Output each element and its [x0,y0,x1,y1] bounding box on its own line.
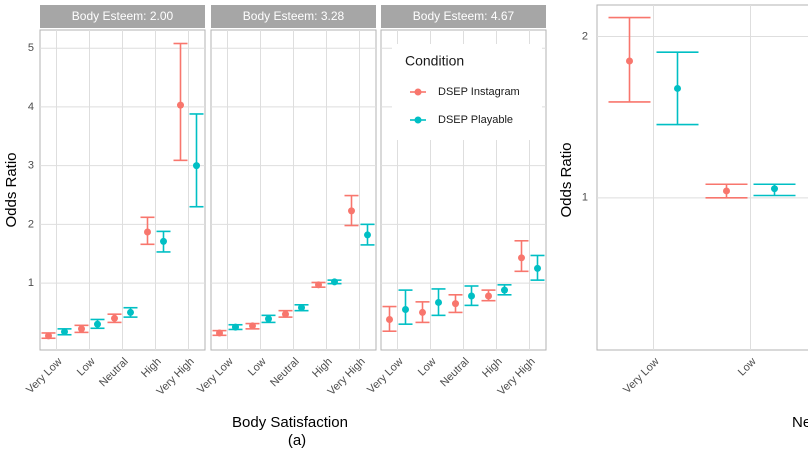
panel [596,4,808,351]
point [485,292,492,300]
x-tick-label: Very Low [24,356,65,397]
point [452,300,459,308]
point [216,329,223,337]
x-tick-label: Very Low [621,356,662,397]
y-tick-label: 5 [28,42,34,54]
point [45,332,52,340]
x-tick-label: Neutral [438,356,472,390]
y-tick-label: 4 [28,101,34,113]
point [364,231,371,239]
point [348,207,355,215]
point [771,185,778,193]
point [127,308,134,316]
point [298,304,305,312]
strip [381,5,546,28]
x-tick-label: Low [75,356,98,379]
legend-label: DSEP Instagram [438,86,520,98]
point [160,237,167,245]
point [111,314,118,322]
point [534,264,541,272]
x-tick-label: High [139,356,163,380]
point [626,57,633,65]
point [249,322,256,330]
point [674,84,681,92]
strip [211,5,376,28]
point [518,254,525,262]
y-tick-label: 1 [582,192,588,204]
x-tick-label: Low [416,356,439,379]
x-tick-label: High [480,356,504,380]
x-tick-label: Low [246,356,269,379]
point [265,315,272,323]
point [94,320,101,328]
point [61,328,68,336]
point [501,286,508,294]
x-tick-label: Low [736,356,759,379]
y-tick-label: 2 [28,218,34,230]
legend-key [414,116,422,124]
point [331,278,338,286]
point [468,292,475,300]
point [723,187,730,195]
x-axis-title: Body Satisfaction [232,414,348,431]
y-tick-label: 1 [28,277,34,289]
y-tick-label: 2 [582,30,588,42]
strip [40,5,205,28]
point [78,325,85,333]
point [193,162,200,170]
x-axis-title: Ne [792,414,808,431]
point [315,281,322,289]
point [177,101,184,109]
strip-label: Body Esteem: 4.67 [413,9,515,23]
x-tick-label: High [310,356,334,380]
y-axis-title: Odds Ratio [3,152,20,227]
caption: (a) [288,432,306,449]
point [232,323,239,331]
point [419,308,426,316]
strip-label: Body Esteem: 2.00 [72,9,174,23]
legend-key [414,88,422,96]
legend-title: Condition [405,53,464,69]
point [402,305,409,313]
x-tick-label: Neutral [97,356,131,390]
point [282,310,289,318]
point [435,298,442,306]
point [386,315,393,323]
x-tick-label: Neutral [268,356,302,390]
legend-label: DSEP Playable [438,114,513,126]
y-axis-title: Odds Ratio [558,142,575,217]
x-tick-label: Very Low [365,356,406,397]
point [144,228,151,236]
x-tick-label: Very Low [195,356,236,397]
strip-label: Body Esteem: 3.28 [243,9,345,23]
y-tick-label: 3 [28,160,34,172]
